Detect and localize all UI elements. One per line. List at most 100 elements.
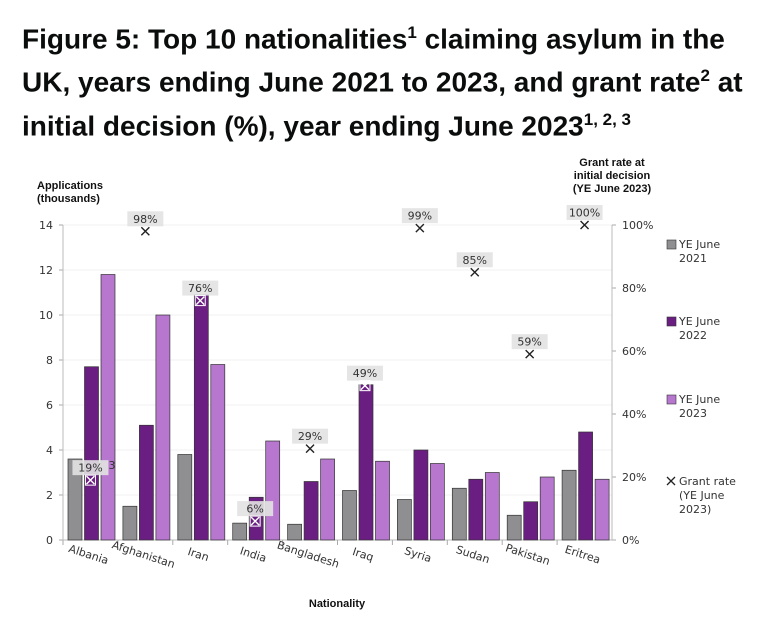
grant-rate-label: 99% — [408, 210, 432, 223]
grant-rate-label: 29% — [298, 430, 322, 443]
bar-syria-3 — [430, 463, 445, 541]
bar-syria-1 — [397, 499, 412, 541]
bar-bangladesh-3 — [320, 458, 335, 541]
bar-india-1 — [232, 522, 248, 541]
footnote-marker: 3 — [108, 459, 115, 472]
grant-rate-label-bg — [72, 460, 109, 476]
grant-rate-label: 76% — [188, 282, 212, 295]
grant-rate-marker — [470, 267, 480, 277]
x-tick-label: Albania — [67, 542, 110, 567]
bar-pakistan-2 — [523, 501, 539, 541]
x-tick-label: Iran — [186, 545, 210, 564]
y-axis-label: Applications — [37, 180, 103, 192]
bar-afghanistan-3 — [155, 314, 171, 541]
y-tick-label: 8 — [46, 354, 53, 367]
grant-rate-label-bg — [511, 334, 548, 350]
grant-rate-label: 19% — [78, 462, 102, 475]
y2-tick-label: 80% — [622, 282, 646, 295]
bar-sudan-3 — [484, 472, 500, 541]
grant-rate-label: 49% — [353, 367, 377, 380]
bar-albania-2 — [84, 366, 99, 541]
chart-title: Figure 5: Top 10 nationalities1 claiming… — [22, 23, 743, 141]
legend-swatch — [666, 394, 677, 405]
y-tick-label: 6 — [46, 399, 53, 412]
y-tick-label: 0 — [46, 534, 53, 547]
grant-rate-marker-box — [249, 515, 261, 527]
grant-rate-label: 59% — [517, 336, 541, 349]
bar-iraq-1 — [342, 490, 357, 541]
bar-eritrea-3 — [594, 478, 610, 541]
grant-rate-marker-box — [194, 295, 206, 307]
x-tick-label: Pakistan — [504, 541, 552, 568]
x-tick-label: Bangladesh — [275, 539, 340, 571]
y-axis-label: (thousands) — [37, 193, 100, 205]
legend-label: Grant rate — [679, 475, 736, 488]
bar-iran-1 — [177, 454, 193, 541]
legend-swatch — [666, 316, 677, 327]
y2-tick-label: 40% — [622, 408, 646, 421]
legend-label: YE June — [678, 238, 720, 251]
grant-rate-label-bg — [127, 211, 164, 227]
x-tick-label: India — [238, 544, 268, 565]
y2-axis-label: (YE June 2023) — [573, 183, 652, 195]
grant-rate-label-bg — [182, 280, 219, 296]
bar-pakistan-3 — [539, 476, 555, 541]
y2-axis-label: initial decision — [574, 170, 651, 182]
y2-axis-label: Grant rate at — [579, 157, 645, 169]
grant-rate-label-bg — [292, 428, 329, 444]
y2-tick-label: 20% — [622, 471, 646, 484]
bar-albania-1 — [67, 458, 83, 541]
bar-iran-2 — [193, 294, 209, 541]
grant-rate-label-bg — [566, 205, 603, 220]
y-tick-label: 12 — [39, 264, 53, 277]
x-tick-label: Afghanistan — [110, 538, 176, 571]
legend-label: (YE June — [679, 489, 725, 502]
grant-rate-label-bg — [237, 501, 274, 517]
legend-x-marker — [666, 476, 676, 486]
bar-pakistan-1 — [506, 514, 522, 541]
grant-rate-label: 98% — [133, 213, 157, 226]
x-tick-label: Syria — [403, 544, 433, 565]
grant-rate-marker-box — [359, 380, 371, 392]
bar-syria-2 — [413, 449, 429, 541]
y-tick-label: 2 — [46, 489, 53, 502]
y-tick-label: 4 — [46, 444, 53, 457]
y-tick-label: 10 — [39, 309, 53, 322]
grant-rate-label-bg — [456, 252, 493, 268]
legend-label: YE June — [678, 315, 720, 328]
grant-rate-marker — [140, 226, 150, 236]
legend-label: 2022 — [679, 329, 707, 342]
bar-bangladesh-2 — [303, 481, 319, 541]
bar-sudan-1 — [451, 487, 467, 541]
bar-afghanistan-1 — [122, 505, 138, 541]
grant-rate-label-bg — [401, 208, 438, 224]
grant-rate-label-bg — [346, 365, 383, 381]
x-axis-label: Nationality — [309, 598, 366, 610]
bar-iran-3 — [210, 364, 226, 541]
y2-tick-label: 0% — [622, 534, 639, 547]
x-tick-label: Iraq — [351, 545, 375, 564]
bar-iraq-3 — [375, 460, 390, 541]
bar-afghanistan-2 — [139, 424, 154, 541]
grant-rate-marker — [525, 349, 535, 359]
grant-rate-label: 100% — [569, 207, 600, 220]
bar-iraq-2 — [358, 384, 374, 541]
grant-rate-marker — [415, 223, 425, 233]
grant-rate-label: 85% — [463, 254, 487, 267]
x-tick-label: Eritrea — [563, 543, 602, 567]
bar-india-3 — [265, 440, 281, 541]
legend-swatch — [666, 239, 677, 250]
bar-eritrea-2 — [578, 431, 593, 541]
bar-albania-3 — [100, 274, 116, 541]
y-tick-label: 14 — [39, 219, 53, 232]
x-tick-label: Sudan — [454, 543, 491, 566]
grant-rate-marker — [305, 444, 315, 454]
grant-rate-marker — [580, 220, 590, 230]
legend-label: 2021 — [679, 252, 707, 265]
bar-sudan-2 — [468, 478, 484, 541]
grant-rate-marker-box — [84, 474, 96, 486]
grant-rate-label: 6% — [246, 503, 263, 516]
grant-rate-marker — [250, 516, 260, 526]
bar-bangladesh-1 — [287, 523, 302, 541]
